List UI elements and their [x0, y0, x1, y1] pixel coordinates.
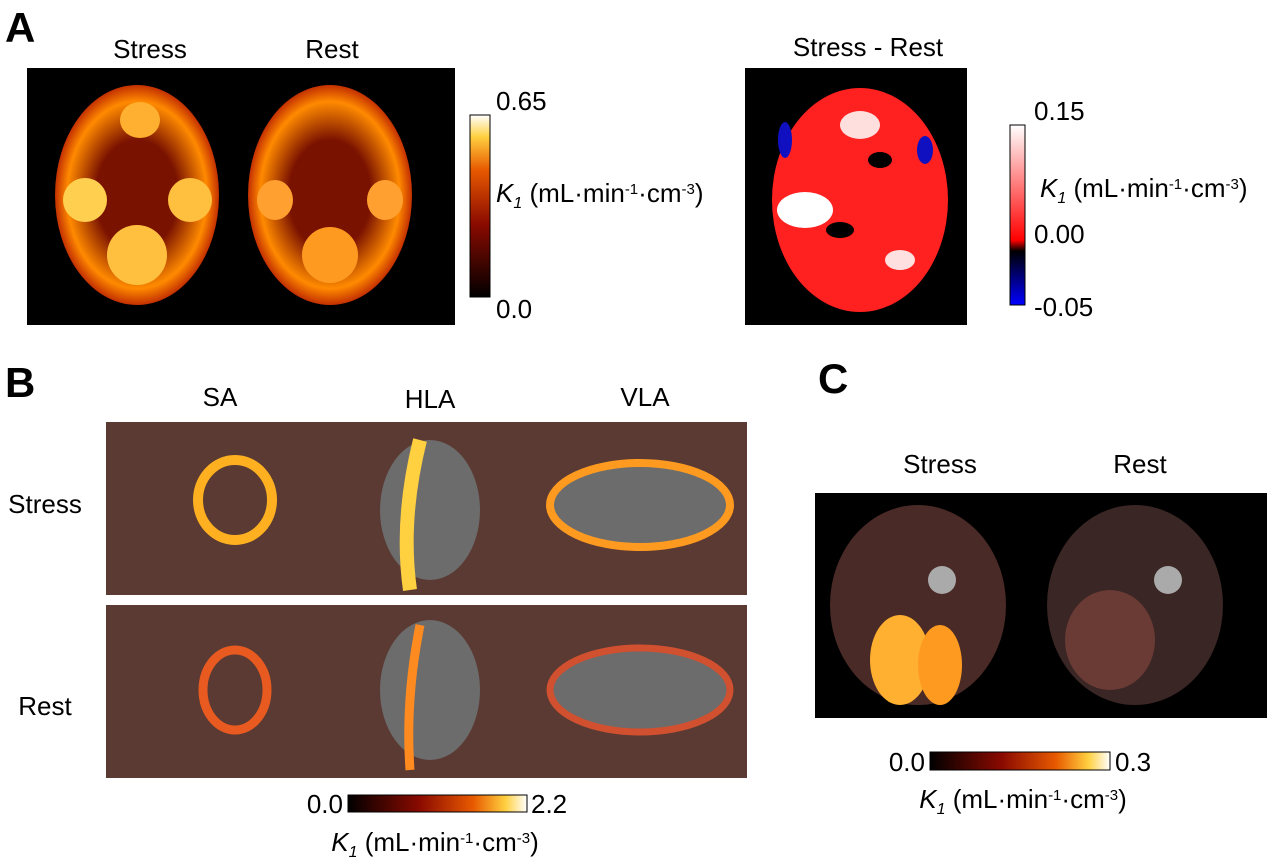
panel-label: B	[5, 359, 35, 406]
unit-part: K	[496, 178, 515, 208]
unit-part: ·cm	[1182, 173, 1225, 203]
panel-label: C	[818, 355, 848, 402]
unit-part: 1	[937, 801, 946, 818]
row-title: Rest	[18, 691, 72, 721]
column-title: SA	[203, 382, 238, 412]
unit-part: )	[530, 827, 539, 857]
unit-part: K	[1040, 173, 1059, 203]
colorbar-label: 0.15	[1034, 96, 1085, 126]
row-title: Stress	[8, 489, 82, 519]
colorbar-label: 0.0	[889, 747, 925, 777]
column-title: HLA	[405, 384, 456, 414]
heart-images	[106, 422, 747, 778]
unit-part: 1	[349, 844, 358, 861]
column-title: Stress	[903, 449, 977, 479]
unit-part: ·cm	[638, 178, 681, 208]
colorbar-label: 0.00	[1034, 219, 1085, 249]
colorbar-unit: K1 (mL·min-1·cm-3)	[1040, 173, 1248, 207]
unit-part: )	[695, 178, 704, 208]
unit-part: (mL·min	[946, 784, 1049, 814]
leg-images	[815, 493, 1267, 718]
colorbar	[929, 751, 1111, 771]
column-title: VLA	[620, 382, 670, 412]
difference-image	[745, 68, 967, 325]
unit-part: ·cm	[473, 827, 516, 857]
column-title: Rest	[305, 34, 359, 64]
unit-part: 1	[513, 195, 522, 212]
unit-part: (mL·min	[358, 827, 461, 857]
unit-part: )	[1239, 173, 1248, 203]
unit-part: -3	[1225, 176, 1238, 193]
unit-part: 1	[1057, 190, 1066, 207]
unit-part: -3	[517, 830, 530, 847]
unit-part: -1	[1048, 787, 1061, 804]
unit-part: -1	[625, 181, 638, 198]
unit-part: -1	[460, 830, 473, 847]
brain-images	[27, 68, 455, 325]
panel-label: A	[5, 4, 35, 51]
colorbar	[1009, 124, 1026, 306]
unit-part: )	[1118, 784, 1127, 814]
colorbar-unit: K1 (mL·min-1·cm-3)	[919, 784, 1127, 818]
colorbar-label: 0.0	[496, 294, 532, 324]
colorbar	[347, 794, 528, 813]
unit-part: -3	[1105, 787, 1118, 804]
colorbar-label: -0.05	[1034, 292, 1093, 322]
unit-part: -3	[681, 181, 694, 198]
colorbar-label: 0.3	[1115, 747, 1151, 777]
column-title: Stress	[113, 34, 187, 64]
unit-part: (mL·min	[522, 178, 625, 208]
unit-part: ·cm	[1061, 784, 1104, 814]
colorbar-unit: K1 (mL·min-1·cm-3)	[496, 178, 704, 212]
colorbar-label: 0.0	[307, 789, 343, 819]
column-title: Stress - Rest	[793, 32, 944, 62]
unit-part: -1	[1169, 176, 1182, 193]
unit-part: K	[919, 784, 938, 814]
colorbar	[469, 114, 491, 298]
column-title: Rest	[1113, 449, 1167, 479]
unit-part: (mL·min	[1066, 173, 1169, 203]
colorbar-unit: K1 (mL·min-1·cm-3)	[331, 827, 539, 861]
colorbar-label: 2.2	[531, 789, 567, 819]
colorbar-label: 0.65	[496, 86, 547, 116]
unit-part: K	[331, 827, 350, 857]
